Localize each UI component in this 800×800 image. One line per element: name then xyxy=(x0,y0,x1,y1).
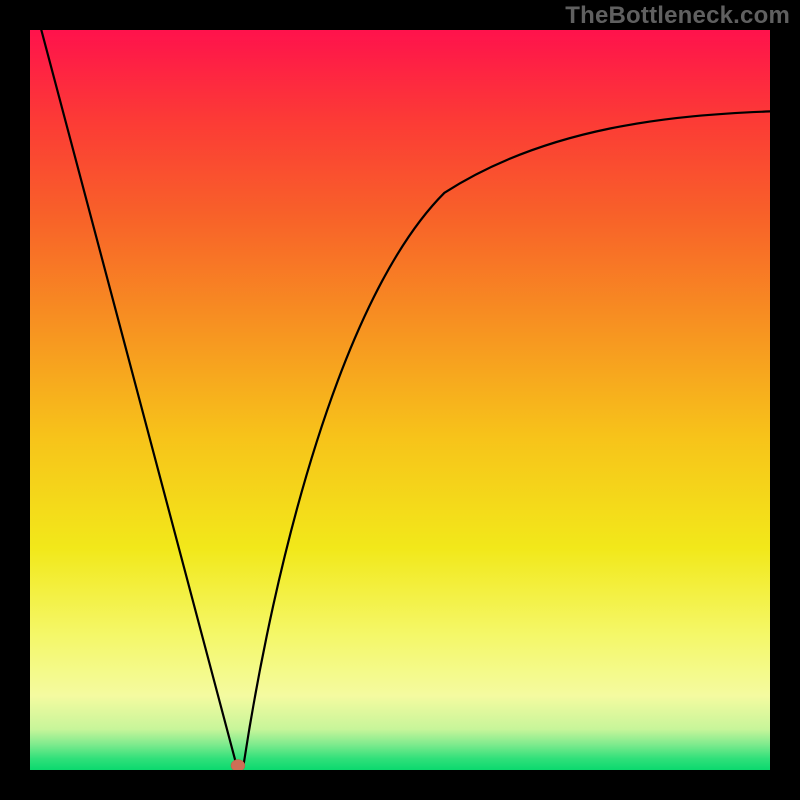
bottleneck-curve-chart xyxy=(0,0,800,800)
plot-gradient-background xyxy=(30,30,770,770)
minimum-marker xyxy=(231,760,245,772)
chart-container: TheBottleneck.com xyxy=(0,0,800,800)
watermark-text: TheBottleneck.com xyxy=(565,2,790,30)
